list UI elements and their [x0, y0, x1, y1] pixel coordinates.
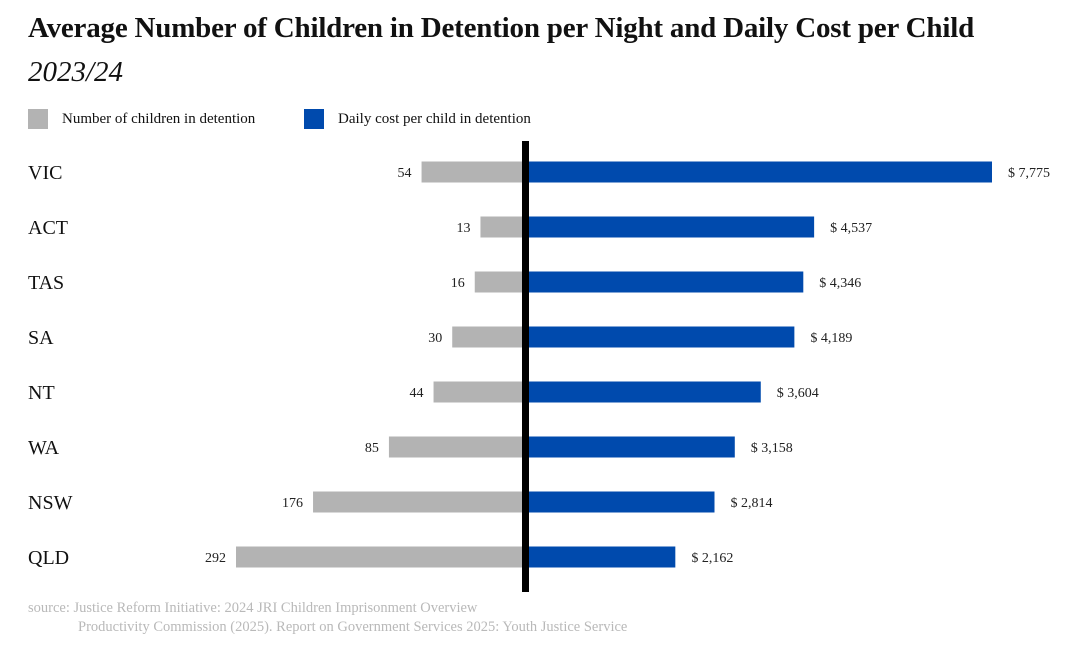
legend-swatch-gray: [28, 109, 48, 129]
category-label: ACT: [28, 217, 68, 239]
bar-cost: [529, 381, 761, 403]
category-label: NSW: [28, 492, 73, 514]
bar-cost: [529, 436, 735, 458]
bar-children: [236, 546, 522, 568]
bar-children: [421, 161, 522, 183]
category-label: SA: [28, 327, 54, 349]
legend-item-cost: Daily cost per child in detention: [304, 107, 531, 131]
bar-cost: [529, 271, 804, 293]
legend-swatch-blue: [304, 109, 324, 129]
bar-children: [480, 216, 522, 238]
legend-label-cost: Daily cost per child in detention: [338, 110, 531, 127]
category-label: WA: [28, 437, 60, 459]
data-label-cost: $ 3,158: [751, 441, 793, 456]
data-label-children: 30: [428, 331, 442, 346]
data-label-cost: $ 2,162: [691, 551, 733, 566]
legend-label-children: Number of children in detention: [62, 110, 256, 127]
data-label-children: 44: [410, 386, 424, 401]
category-label: QLD: [28, 547, 69, 569]
data-label-children: 13: [456, 221, 470, 236]
center-axis-line: [522, 141, 529, 592]
bar-cost: [529, 326, 795, 348]
data-label-children: 16: [451, 276, 465, 291]
chart-title: Average Number of Children in Detention …: [28, 12, 974, 44]
category-label: VIC: [28, 162, 62, 184]
data-label-cost: $ 2,814: [730, 496, 772, 511]
bar-cost: [529, 216, 815, 238]
data-label-children: 54: [398, 166, 412, 181]
category-label: TAS: [28, 272, 64, 294]
chart-subtitle: 2023/24: [28, 56, 124, 88]
bar-children: [433, 381, 522, 403]
bar-children: [452, 326, 522, 348]
data-label-cost: $ 3,604: [777, 386, 819, 401]
data-label-children: 176: [282, 496, 303, 511]
bar-children: [313, 491, 522, 513]
data-label-cost: $ 4,537: [830, 221, 872, 236]
bar-children: [388, 436, 522, 458]
source-line-1: source: Justice Reform Initiative: 2024 …: [28, 600, 478, 616]
category-label: NT: [28, 382, 55, 404]
bar-cost: [529, 546, 676, 568]
bar-children: [474, 271, 522, 293]
legend-item-children: Number of children in detention: [28, 107, 255, 131]
data-label-cost: $ 4,346: [819, 276, 861, 291]
source-line-2: Productivity Commission (2025). Report o…: [78, 619, 628, 635]
data-label-cost: $ 7,775: [1008, 166, 1050, 181]
bar-cost: [529, 491, 715, 513]
bar-cost: [529, 161, 992, 183]
data-label-children: 85: [365, 441, 379, 456]
data-label-cost: $ 4,189: [810, 331, 852, 346]
data-label-children: 292: [205, 551, 226, 566]
